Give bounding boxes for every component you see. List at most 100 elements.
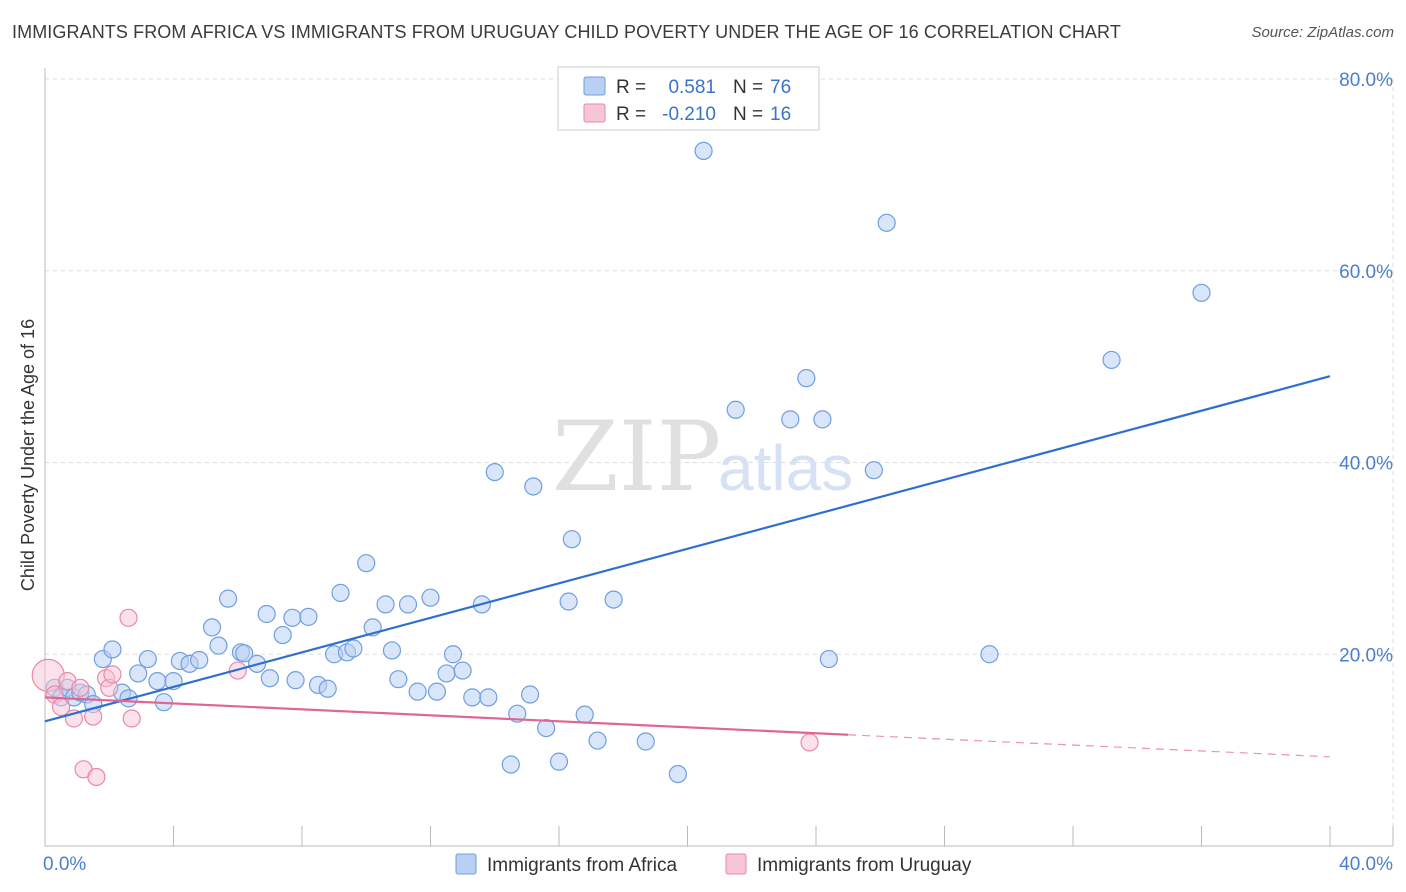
legend-uruguay-swatch (583, 103, 606, 123)
point-africa (813, 410, 832, 429)
point-uruguay (103, 665, 122, 684)
point-uruguay (122, 709, 141, 728)
point-africa (138, 649, 157, 669)
point-africa (103, 640, 122, 659)
point-africa (479, 688, 498, 707)
point-uruguay (119, 608, 138, 627)
point-africa (331, 583, 350, 602)
point-africa (283, 608, 302, 627)
point-africa (421, 588, 440, 607)
point-africa (1102, 350, 1121, 370)
legend-bottom-uruguay-swatch (725, 853, 747, 875)
point-africa (819, 649, 838, 669)
point-africa (588, 731, 607, 750)
point-africa (453, 661, 472, 680)
point-uruguay (87, 767, 106, 787)
point-africa (389, 670, 408, 689)
point-africa (443, 645, 463, 664)
chart-source: Source: ZipAtlas.com (1251, 24, 1394, 41)
point-africa (668, 764, 687, 784)
legend-bottom-uruguay-label: Immigrants from Uruguay (757, 855, 972, 876)
legend-bottom-africa-label: Immigrants from Africa (487, 855, 677, 876)
y-tick-label: 40.0% (1339, 454, 1393, 475)
point-africa (604, 590, 623, 609)
x-tick-label: 40.0% (1339, 854, 1393, 875)
legend-africa-n-value: 76 (770, 77, 791, 98)
point-africa (797, 369, 816, 388)
legend-africa-n-label: N = (733, 77, 763, 98)
point-africa (260, 669, 279, 688)
y-tick-label: 60.0% (1339, 262, 1393, 283)
trend-lines (44, 375, 1331, 758)
point-africa (344, 639, 363, 658)
point-africa (382, 641, 402, 660)
legend-stats: R = 0.581 N = 76 R = -0.210 N = 16 (557, 66, 820, 131)
legend-uruguay-r-value: -0.210 (662, 104, 716, 125)
point-africa (318, 679, 337, 698)
point-africa (877, 213, 896, 232)
y-tick-labels: 20.0% 40.0% 60.0% 80.0% (1339, 70, 1393, 666)
point-africa (219, 589, 238, 608)
series-uruguay-points (31, 608, 819, 787)
chart-title: IMMIGRANTS FROM AFRICA VS IMMIGRANTS FRO… (12, 22, 1121, 42)
y-axis-label: Child Poverty Under the Age of 16 (18, 319, 38, 591)
point-africa (148, 671, 167, 691)
point-africa (524, 477, 543, 496)
point-africa (485, 462, 504, 482)
point-africa (726, 400, 745, 419)
axes (44, 68, 1394, 847)
legend-uruguay-n-value: 16 (770, 104, 791, 125)
legend-africa-r-label: R = (616, 77, 646, 98)
legend-series: Immigrants from Africa Immigrants from U… (455, 853, 972, 876)
legend-bottom-africa-swatch (455, 853, 477, 875)
point-uruguay (71, 678, 90, 697)
trend-line-uruguay-extension (848, 734, 1331, 758)
point-africa (273, 625, 292, 645)
point-africa (562, 530, 581, 549)
point-africa (408, 682, 427, 701)
point-africa (257, 604, 276, 624)
point-uruguay (31, 658, 65, 692)
x-tick-label: 0.0% (43, 854, 86, 875)
point-africa (463, 688, 482, 707)
point-africa (559, 592, 578, 611)
point-africa (437, 664, 456, 683)
point-africa (781, 410, 800, 429)
legend-uruguay-r-label: R = (616, 104, 646, 125)
point-africa (537, 718, 556, 738)
point-africa (209, 636, 228, 655)
y-tick-label: 80.0% (1339, 70, 1393, 91)
point-africa (299, 607, 318, 626)
point-africa (202, 618, 222, 637)
point-africa (694, 141, 713, 161)
point-africa (980, 645, 999, 664)
point-africa (398, 595, 418, 614)
point-africa (190, 650, 209, 670)
x-tick-labels: 0.0% 40.0% (43, 854, 1393, 875)
watermark-atlas: atlas (718, 432, 853, 504)
point-uruguay (800, 733, 819, 752)
point-africa (1192, 283, 1211, 302)
legend-uruguay-n-label: N = (733, 104, 763, 125)
trend-line-africa (44, 375, 1331, 723)
point-africa (376, 595, 395, 614)
point-africa (501, 755, 520, 774)
point-africa (549, 752, 569, 771)
point-africa (575, 705, 594, 724)
watermark: ZIP atlas (552, 401, 853, 513)
point-africa (636, 732, 655, 751)
watermark-zip: ZIP (552, 401, 721, 513)
point-africa (520, 685, 540, 704)
point-africa (357, 554, 376, 573)
point-africa (427, 682, 447, 701)
point-africa (508, 704, 527, 723)
legend-africa-r-value: 0.581 (668, 77, 716, 98)
legend-africa-swatch (583, 76, 606, 96)
point-africa (864, 461, 883, 480)
y-tick-label: 20.0% (1339, 645, 1393, 666)
trend-line-uruguay (44, 696, 849, 736)
point-africa (286, 671, 305, 690)
point-africa (129, 664, 148, 683)
point-africa (235, 644, 254, 663)
